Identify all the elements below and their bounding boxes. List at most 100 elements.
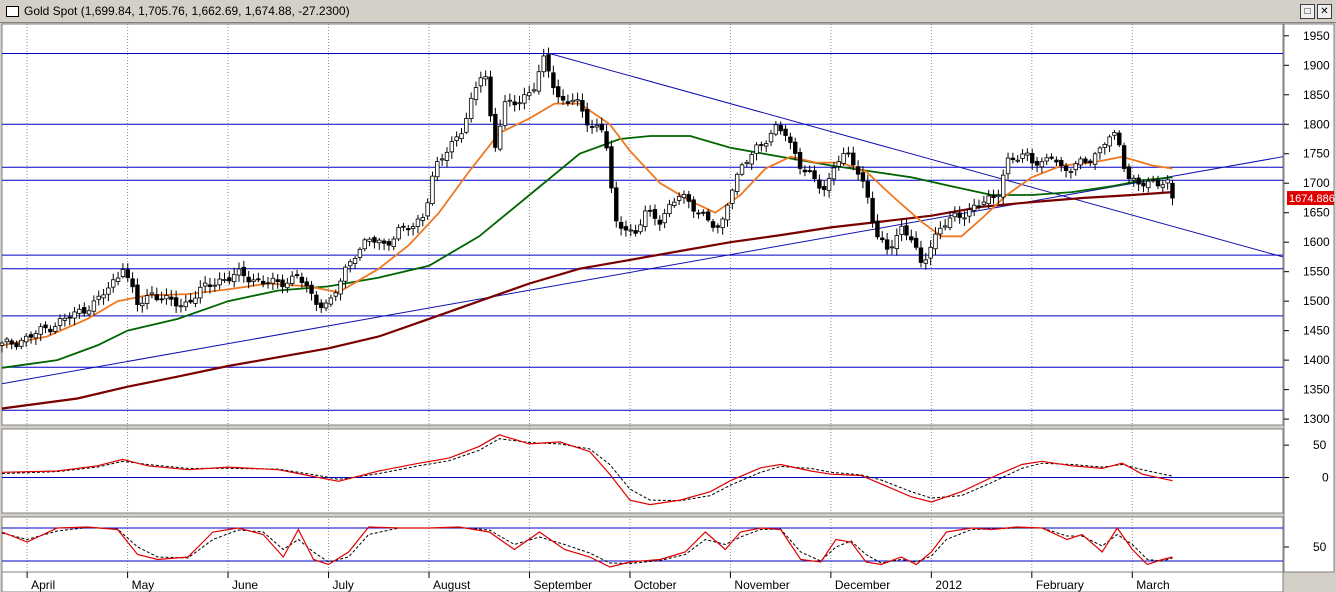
month-label: October [634, 578, 677, 592]
candle-body [381, 240, 387, 244]
candle-body [178, 305, 184, 308]
candle-body [72, 311, 77, 319]
month-gridlines [26, 24, 1133, 578]
price-ytick-label: 1300 [1303, 412, 1330, 426]
last-price-flag-box [1287, 191, 1334, 206]
candle-body [1073, 163, 1078, 171]
last-price-label: 1674.886 [1289, 193, 1335, 205]
candle-body [860, 172, 866, 182]
candle-body [793, 141, 798, 154]
candle-body [1155, 179, 1161, 187]
candle-body [62, 317, 68, 321]
candle-body [48, 328, 53, 333]
candle-body [4, 338, 10, 343]
candle-body [120, 269, 126, 277]
candle-body [1131, 177, 1136, 181]
candle-body [971, 204, 977, 211]
candle-body [710, 221, 716, 228]
trendline-0 [549, 53, 1284, 258]
candle-body [115, 277, 121, 282]
candle-body [933, 233, 938, 250]
candle-body [788, 136, 793, 143]
moving-averages [1, 102, 1173, 410]
candle-body [23, 335, 29, 343]
candle-body [1126, 166, 1132, 179]
candle-body [1121, 145, 1127, 169]
last-price-flag: 1674.886 [1287, 191, 1335, 206]
stochastic-main-line [1, 526, 1173, 568]
close-icon[interactable]: ✕ [1317, 4, 1332, 19]
candle-body [454, 136, 459, 142]
candle-body [386, 241, 392, 246]
month-label: May [132, 578, 155, 592]
candle-body [478, 77, 484, 87]
candle-body [464, 118, 469, 133]
title-bar[interactable]: Gold Spot (1,699.84, 1,705.76, 1,662.69,… [0, 0, 1336, 23]
candle-body [1165, 179, 1170, 184]
candle-body [909, 236, 914, 241]
candle-body [125, 269, 130, 279]
candle-body [807, 170, 812, 172]
price-ytick-label: 1400 [1303, 353, 1330, 367]
candle-body [106, 287, 111, 295]
candle-body [14, 342, 19, 348]
candle-body [43, 324, 48, 329]
candle-body [546, 54, 551, 72]
candle-body [614, 187, 619, 222]
candle-body [294, 274, 300, 276]
restore-icon[interactable]: □ [1300, 4, 1315, 19]
candle-body [797, 152, 803, 169]
candle-body [589, 126, 595, 128]
candle-body [531, 89, 537, 92]
candle-body [309, 284, 314, 294]
candle-body [77, 308, 82, 314]
candle-body [202, 282, 208, 287]
candle-body [536, 71, 542, 92]
candle-body [468, 97, 474, 119]
candle-body [749, 154, 754, 165]
candle-body [507, 99, 513, 102]
candle-body [362, 239, 367, 250]
candle-body [1049, 156, 1054, 159]
candle-body [681, 193, 687, 199]
price-ytick-label: 1750 [1303, 147, 1330, 161]
candle-body [986, 195, 991, 205]
candle-body [19, 339, 24, 347]
candle-body [1160, 184, 1166, 188]
candle-body [720, 218, 725, 229]
candle-body [1005, 157, 1011, 175]
candle-body [1146, 180, 1151, 189]
candle-body [1141, 182, 1146, 187]
candle-body [352, 257, 358, 264]
candle-body [270, 277, 276, 284]
month-label: April [31, 578, 55, 592]
candle-body [53, 326, 58, 332]
candle-body [991, 195, 996, 199]
candle-body [836, 161, 841, 167]
candle-body [1015, 159, 1020, 162]
candle-body [333, 292, 338, 297]
candle-body [522, 94, 527, 104]
candle-body [1010, 157, 1016, 161]
price-ytick-label: 1950 [1303, 29, 1330, 43]
candle-body [231, 273, 237, 283]
candle-body [880, 237, 885, 241]
candle-body [246, 276, 251, 283]
candle-body [483, 76, 488, 80]
stochastic-signal-line [1, 526, 1173, 565]
candle-body [130, 278, 135, 288]
candle-body [1078, 158, 1083, 166]
candle-body [1000, 174, 1006, 198]
candle-body [212, 284, 218, 287]
candle-body [962, 217, 967, 220]
price-panel [1, 23, 1284, 426]
candle-body [430, 175, 435, 205]
month-label: March [1136, 578, 1169, 592]
candle-body [304, 281, 309, 287]
price-ytick-label: 1650 [1303, 206, 1330, 220]
candle-body [527, 92, 532, 97]
candle-body [502, 101, 508, 126]
price-ytick-label: 1850 [1303, 88, 1330, 102]
candle-body [773, 124, 779, 135]
ma-long-line [1, 191, 1173, 410]
